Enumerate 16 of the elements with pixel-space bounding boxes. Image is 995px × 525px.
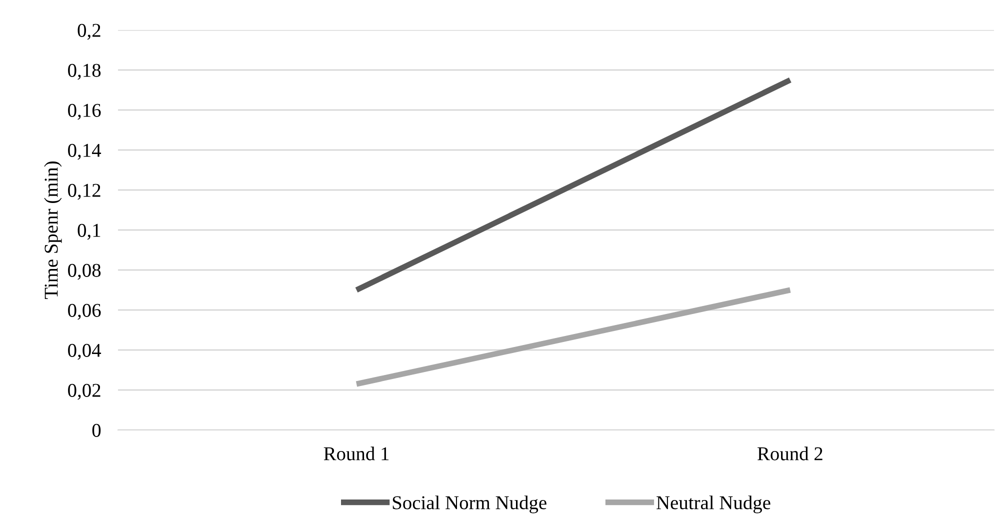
y-tick-label: 0,2 (78, 24, 100, 40)
legend-label: Neutral Nudge (656, 496, 770, 514)
y-tick-label: 0,06 (68, 304, 101, 320)
y-tick-label: 0,14 (68, 144, 102, 160)
x-tick-label: Round 2 (758, 446, 822, 460)
y-tick-label: 0 (92, 424, 101, 437)
y-tick-label: 0,04 (68, 344, 102, 360)
x-tick-label: Round 1 (324, 446, 389, 460)
y-tick-label: 0,02 (68, 384, 100, 400)
y-tick-label: 0,1 (78, 224, 100, 240)
legend-label: Social Norm Nudge (392, 496, 546, 514)
y-tick-label: 0,08 (68, 264, 101, 280)
y-tick-label: 0,18 (68, 64, 101, 80)
y-tick-label: 0,12 (68, 184, 100, 200)
y-tick-label: 0,16 (68, 104, 101, 120)
y-axis-title: Time Spenr (min) (44, 162, 62, 299)
